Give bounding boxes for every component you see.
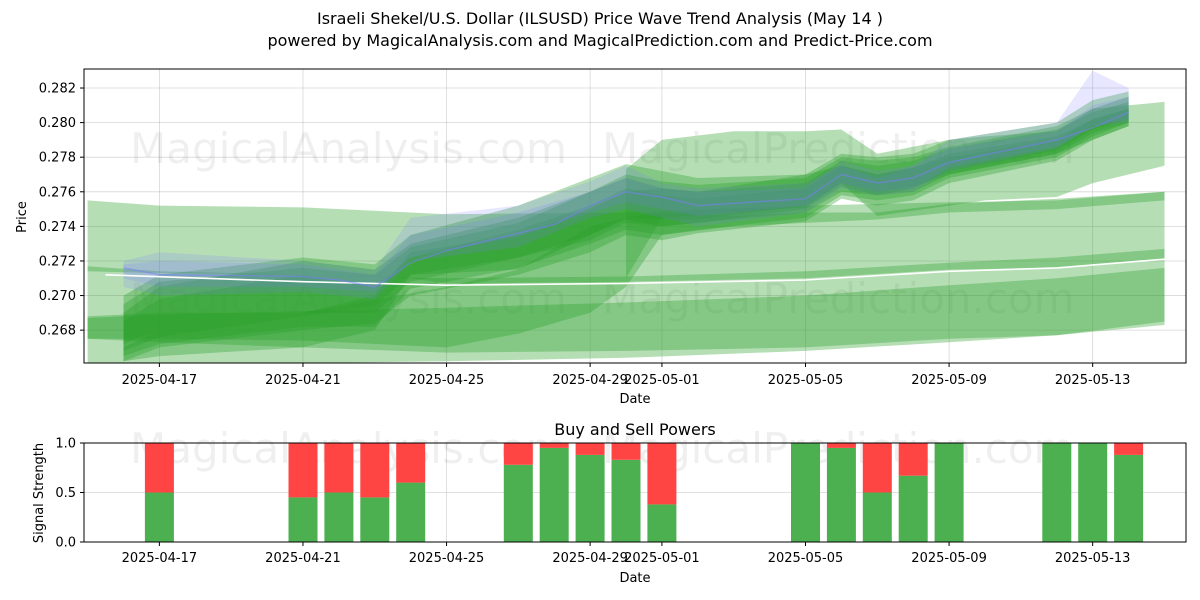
- buy-bar-7: [575, 454, 605, 542]
- price-x-tick-label-3: 2025-04-29: [552, 373, 628, 388]
- price-y-tick-label-2: 0.272: [39, 254, 76, 269]
- sell-bar-2: [324, 443, 354, 493]
- buy-bar-15: [1042, 443, 1072, 542]
- signal-bars: [144, 443, 1144, 542]
- signal-x-tick-label-5: 2025-05-05: [768, 551, 844, 566]
- buy-bar-6: [539, 447, 569, 542]
- price-y-tick-label-0: 0.268: [39, 324, 76, 339]
- signal-y-tick-label-2: 1.0: [55, 437, 76, 452]
- signal-x-tick-label-7: 2025-05-13: [1055, 551, 1131, 566]
- signal-x-tick-label-0: 2025-04-17: [122, 551, 198, 566]
- wave-band-7: [123, 96, 1129, 357]
- buy-bar-12: [862, 492, 892, 542]
- price-y-tick-label-5: 0.278: [39, 151, 76, 166]
- signal-x-tick-label-2: 2025-04-25: [409, 551, 485, 566]
- sell-bar-6: [539, 443, 569, 448]
- buy-bar-1: [288, 497, 318, 542]
- sell-bar-13: [898, 443, 928, 476]
- chart-title-line-1: Israeli Shekel/U.S. Dollar (ILSUSD) Pric…: [316, 9, 883, 28]
- buy-bar-9: [647, 504, 677, 542]
- sell-bar-9: [647, 443, 677, 505]
- price-lines: [105, 111, 1165, 288]
- buy-bar-14: [934, 443, 964, 542]
- price-y-tick-label-4: 0.276: [39, 185, 76, 200]
- signal-x-tick-label-3: 2025-04-29: [552, 551, 628, 566]
- blue-wave-band-1: [123, 96, 1129, 293]
- buy-bar-4: [396, 482, 426, 542]
- price-y-tick-label-7: 0.282: [39, 82, 76, 97]
- buy-bar-11: [826, 447, 856, 542]
- wave-band-8: [123, 108, 1129, 362]
- price-x-tick-label-1: 2025-04-21: [265, 373, 341, 388]
- buy-bar-10: [791, 443, 820, 542]
- sell-bar-11: [826, 443, 856, 448]
- watermark-analysis-top: MagicalAnalysis.com: [130, 124, 567, 173]
- watermark-prediction-top: MagicalPrediction.com: [602, 124, 1075, 173]
- wave-band-4: [123, 101, 1129, 362]
- blue-wave-band-0: [123, 70, 1129, 299]
- wave-band-1: [87, 248, 1165, 363]
- buy-bar-5: [503, 464, 533, 542]
- price-x-tick-label-7: 2025-05-13: [1055, 373, 1131, 388]
- signal-panel: Buy and Sell Powers MagicalAnalysis.com …: [32, 420, 1187, 586]
- price-x-tick-label-6: 2025-05-09: [911, 373, 987, 388]
- buy-bar-16: [1078, 443, 1108, 542]
- signal-y-ticks: 0.0 0.5 1.0: [55, 437, 84, 551]
- wave-band-0: [87, 191, 1165, 284]
- price-x-axis-label: Date: [619, 392, 650, 407]
- sell-bar-17: [1114, 443, 1144, 455]
- signal-y-tick-label-0: 0.0: [55, 536, 76, 551]
- signal-x-tick-label-1: 2025-04-21: [265, 551, 341, 566]
- signal-x-tick-label-4: 2025-05-01: [624, 551, 700, 566]
- wave-band-2: [87, 267, 1165, 353]
- signal-x-ticks: 2025-04-17 2025-04-21 2025-04-25 2025-04-29…: [122, 542, 1131, 566]
- buy-bar-2: [324, 492, 354, 542]
- wave-band-5: [123, 91, 1129, 344]
- buy-bar-13: [898, 475, 928, 542]
- price-x-tick-label-5: 2025-05-05: [768, 373, 844, 388]
- buy-bar-17: [1114, 454, 1144, 542]
- sell-bar-1: [288, 443, 318, 498]
- price-x-tick-label-2: 2025-04-25: [409, 373, 485, 388]
- sell-bar-5: [503, 443, 533, 465]
- price-x-tick-label-0: 2025-04-17: [122, 373, 198, 388]
- wave-bands: [87, 70, 1165, 363]
- price-y-tick-label-6: 0.280: [39, 116, 76, 131]
- actual-price-line: [123, 111, 1129, 288]
- sell-bar-0: [144, 443, 174, 493]
- signal-x-tick-label-6: 2025-05-09: [911, 551, 987, 566]
- signal-x-axis-label: Date: [619, 571, 650, 586]
- price-panel: MagicalAnalysis.com MagicalPrediction.co…: [15, 68, 1187, 407]
- signal-y-axis-label: Signal Strength: [32, 443, 47, 543]
- wave-band-9: [87, 191, 1165, 348]
- signal-y-tick-label-1: 0.5: [55, 486, 76, 501]
- sell-bar-7: [575, 443, 605, 455]
- sell-bar-3: [360, 443, 390, 498]
- sell-bar-4: [396, 443, 426, 483]
- price-y-ticks: 0.268 0.270 0.272 0.274 0.276 0.278 0.280 0.282: [39, 82, 84, 339]
- price-x-ticks: 2025-04-17 2025-04-21 2025-04-25 2025-04-29…: [122, 363, 1131, 388]
- price-x-tick-label-4: 2025-05-01: [624, 373, 700, 388]
- price-y-axis-label: Price: [15, 201, 30, 233]
- signal-panel-title: Buy and Sell Powers: [554, 420, 716, 439]
- buy-bar-0: [144, 492, 174, 542]
- sell-bar-8: [611, 443, 641, 460]
- price-y-tick-label-1: 0.270: [39, 289, 76, 304]
- white-trend-line: [105, 258, 1165, 287]
- price-axes-frame: [83, 68, 1187, 364]
- sell-bar-12: [862, 443, 892, 493]
- price-grid: [84, 69, 1186, 363]
- buy-bar-8: [611, 459, 641, 542]
- chart-title-line-2: powered by MagicalAnalysis.com and Magic…: [267, 31, 933, 50]
- wave-band-6: [123, 108, 1129, 351]
- price-watermarks: MagicalAnalysis.com MagicalPrediction.co…: [130, 124, 1075, 323]
- price-y-tick-label-3: 0.274: [39, 220, 76, 235]
- buy-bar-3: [360, 497, 390, 542]
